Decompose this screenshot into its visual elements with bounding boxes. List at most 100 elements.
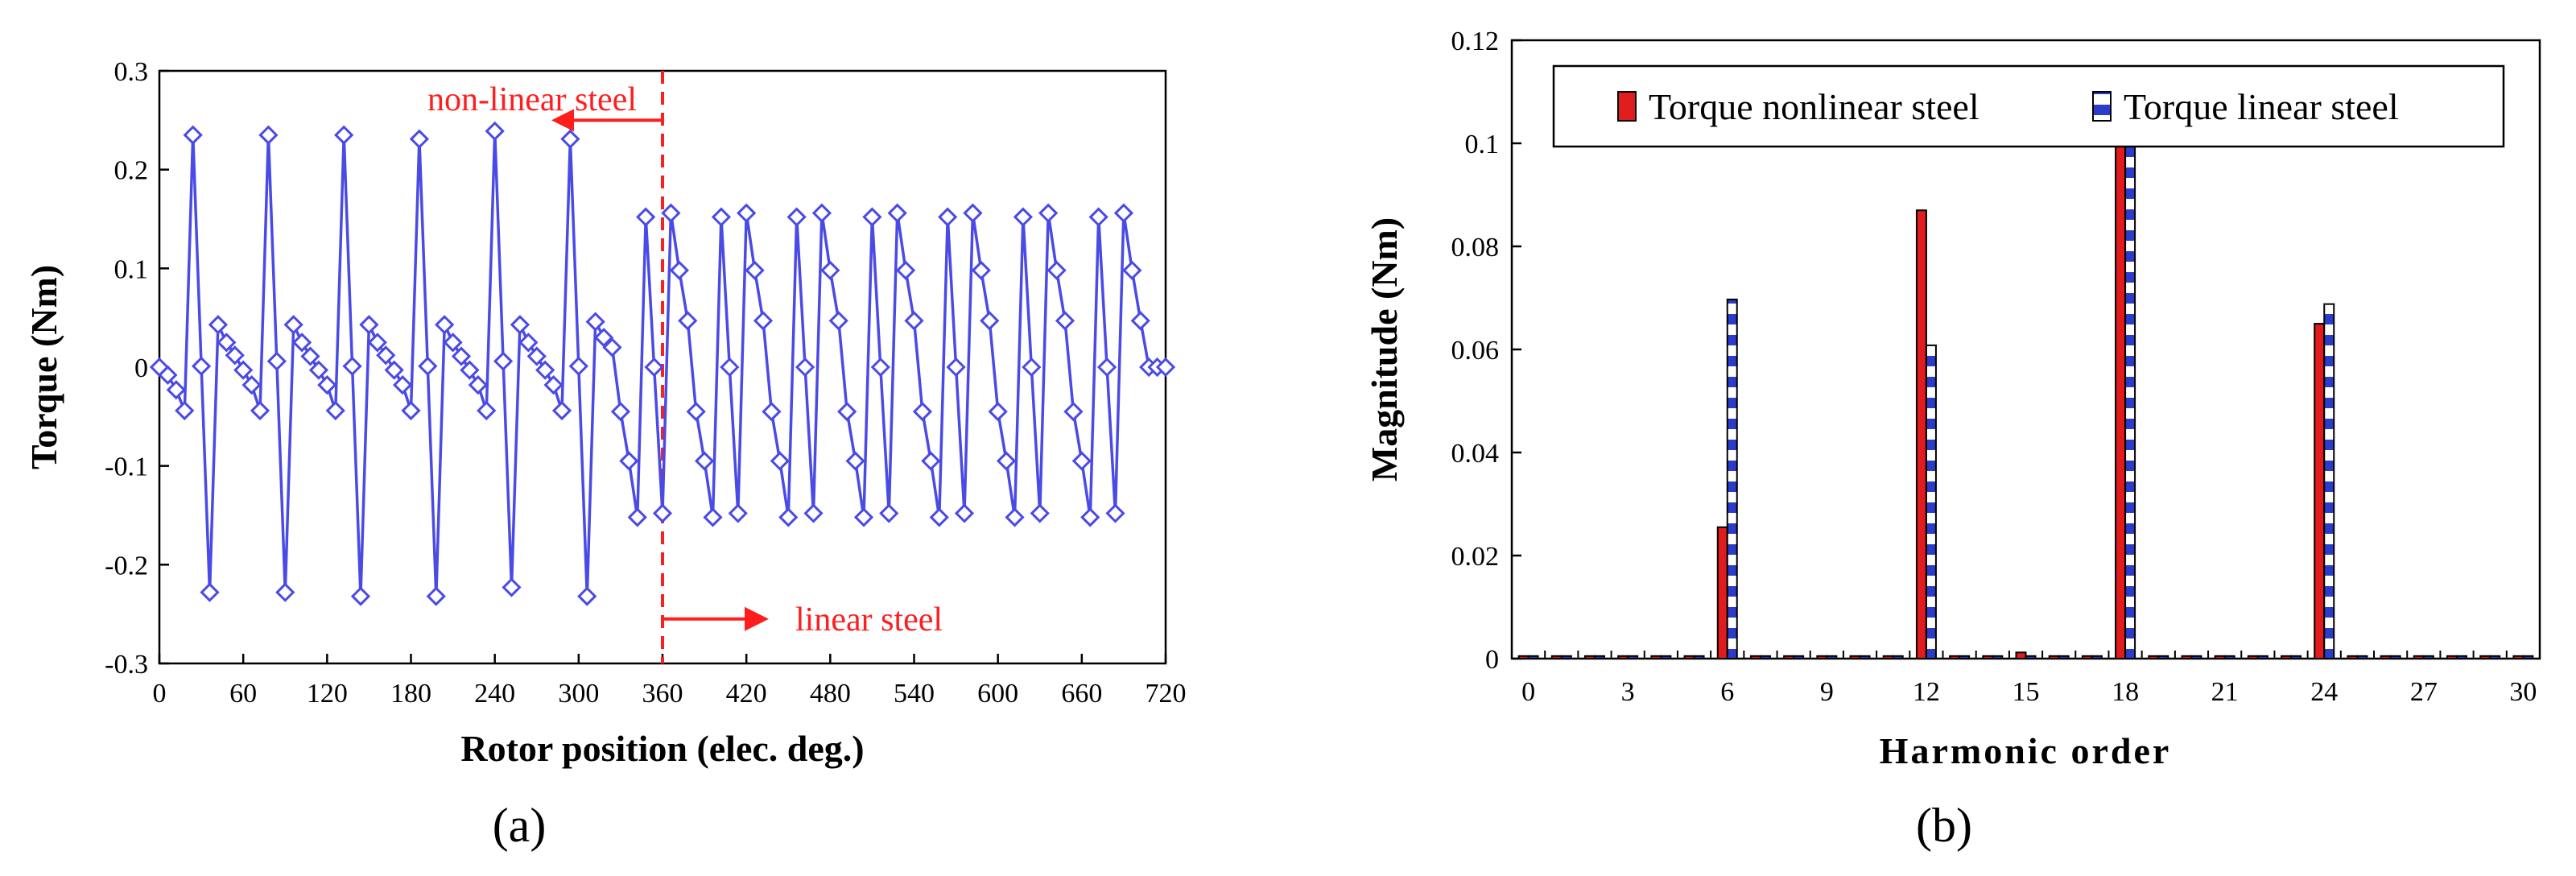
data-point	[350, 586, 371, 606]
data-point	[1096, 357, 1117, 378]
x-tick-label: 27	[2410, 677, 2438, 707]
bar-linear	[2323, 303, 2335, 659]
data-point	[342, 356, 362, 376]
y-tick-label: 0.1	[1465, 130, 1500, 159]
bar-linear	[2489, 655, 2501, 659]
data-point	[401, 400, 421, 421]
chart-b-x-axis: 0 3 6 9 12 15 18 21 24 27 30	[1511, 651, 2541, 707]
legend-label-nonlinear: Torque nonlinear steel	[1649, 86, 1979, 127]
legend-label-linear: Torque linear steel	[2124, 86, 2399, 127]
bar-nonlinear	[2015, 651, 2027, 660]
x-tick-label: 3	[1621, 677, 1635, 707]
bar-nonlinear	[1982, 655, 1994, 659]
data-point	[980, 311, 1000, 331]
bar-linear	[1859, 655, 1871, 659]
data-point	[1080, 507, 1100, 527]
bar-linear	[2157, 655, 2169, 659]
panel-b-label: (b)	[1916, 799, 1972, 852]
bar-linear	[2025, 655, 2037, 659]
data-point	[1055, 311, 1075, 331]
data-point	[820, 260, 840, 280]
y-tick-label: 0.06	[1451, 336, 1500, 366]
bar-linear	[2091, 655, 2103, 659]
bar-linear	[1992, 655, 2004, 659]
chart-b-legend: Torque nonlinear steel Torque linear ste…	[1552, 64, 2505, 148]
data-point	[669, 260, 689, 280]
data-point	[904, 311, 924, 331]
x-tick-label: 240	[474, 679, 515, 709]
data-point	[418, 356, 438, 376]
data-point	[745, 260, 765, 280]
data-point	[971, 260, 991, 280]
data-point	[938, 207, 958, 227]
data-point	[737, 203, 757, 223]
data-point	[175, 400, 195, 421]
x-tick-label: 24	[2310, 677, 2338, 707]
data-point	[879, 503, 899, 523]
data-point	[786, 207, 807, 227]
data-point	[996, 451, 1017, 471]
bar-nonlinear	[1949, 655, 1961, 659]
chart-a: -0.3 -0.2 -0.1 0 0.1 0.2 0.3 0 60 120 180 240 300 36…	[23, 57, 1187, 852]
x-tick-label: 180	[390, 679, 431, 709]
bar-nonlinear	[2512, 655, 2524, 659]
data-point	[778, 507, 799, 527]
data-point	[811, 203, 832, 223]
data-point	[551, 400, 572, 421]
bar-nonlinear	[2479, 655, 2491, 659]
data-point	[435, 315, 455, 335]
data-point	[686, 402, 706, 422]
chart-b-x-label: Harmonic order	[1880, 730, 2172, 771]
data-point	[308, 360, 329, 380]
data-point	[929, 507, 949, 527]
x-tick-label: 660	[1061, 679, 1102, 709]
data-point	[1022, 357, 1042, 378]
x-tick-label: 30	[2509, 677, 2537, 707]
bar-linear	[1726, 298, 1738, 659]
data-point	[233, 360, 254, 380]
x-tick-label: 0	[153, 679, 167, 709]
y-tick-label: 0.2	[114, 156, 149, 186]
bar-nonlinear	[2115, 145, 2127, 659]
data-point	[568, 356, 588, 376]
x-tick-label: 540	[894, 679, 935, 709]
data-point	[518, 333, 539, 353]
data-point	[720, 357, 740, 378]
data-point	[1005, 507, 1025, 527]
bar-linear	[1693, 655, 1705, 659]
bar-linear	[1627, 655, 1639, 659]
data-point	[291, 333, 312, 353]
bar-nonlinear	[2214, 655, 2226, 659]
bar-linear	[2389, 655, 2401, 659]
bar-linear	[1892, 655, 1904, 659]
x-tick-label: 60	[229, 679, 257, 709]
bar-nonlinear	[1816, 655, 1828, 659]
data-point	[585, 312, 605, 332]
data-point	[678, 311, 698, 331]
bar-linear	[1759, 655, 1771, 659]
data-point	[770, 451, 790, 471]
data-point	[694, 451, 715, 471]
data-point	[1088, 207, 1108, 227]
data-point	[468, 374, 488, 395]
data-point	[384, 360, 404, 380]
x-tick-label: 15	[2013, 677, 2040, 707]
x-tick-label: 420	[726, 679, 767, 709]
x-tick-label: 9	[1820, 677, 1834, 707]
y-tick-label: 0.04	[1451, 439, 1500, 469]
data-point	[158, 365, 178, 385]
data-point	[610, 402, 631, 422]
data-point	[703, 507, 723, 527]
data-point	[1130, 311, 1150, 331]
data-point	[577, 586, 597, 606]
bar-nonlinear	[2281, 655, 2293, 659]
bar-nonlinear	[2247, 655, 2259, 659]
legend-box	[1552, 64, 2505, 148]
data-point	[283, 315, 303, 335]
x-tick-label: 300	[558, 679, 599, 709]
bar-nonlinear	[1783, 655, 1795, 659]
data-point	[183, 125, 203, 145]
data-point	[250, 400, 270, 421]
data-point	[887, 203, 907, 223]
